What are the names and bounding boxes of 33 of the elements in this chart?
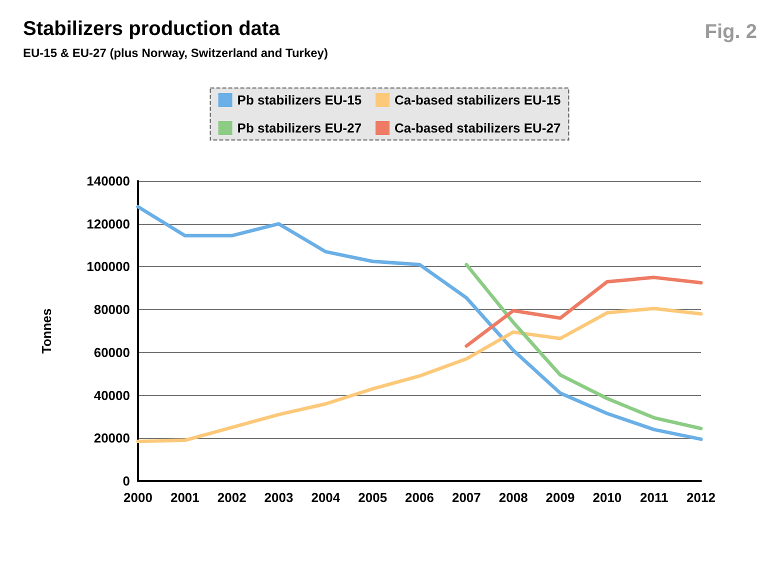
x-tick-label: 2002	[217, 490, 246, 505]
x-tick-label: 2007	[452, 490, 481, 505]
legend-label: Pb stabilizers EU-15	[237, 92, 362, 108]
y-tick-label: 60000	[94, 344, 130, 360]
legend-label: Pb stabilizers EU-27	[237, 120, 362, 136]
x-tick-label: 2010	[592, 490, 622, 505]
legend-label: Ca-based stabilizers EU-27	[394, 120, 561, 136]
y-axis-title: Tonnes	[39, 308, 54, 354]
y-tick-label: 80000	[94, 302, 130, 318]
x-tick-label: 2000	[124, 490, 152, 505]
y-tick-label: 40000	[94, 388, 130, 403]
line-series	[464, 262, 703, 430]
line-series	[464, 276, 703, 348]
x-tick-label: 2006	[405, 490, 434, 505]
x-tick-label: 2003	[264, 490, 294, 505]
chart-subtitle: EU-15 & EU-27 (plus Norway, Switzerland and Turkey)	[23, 46, 328, 60]
legend-label: Ca-based stabilizers EU-15	[394, 92, 561, 108]
x-tick-label: 2012	[686, 490, 716, 505]
y-tick-label: 0	[122, 474, 130, 488]
chart-title: Stabilizers production data	[23, 18, 281, 40]
x-tick-label: 2008	[498, 490, 528, 505]
line-series	[136, 306, 703, 444]
y-tick-label: 20000	[94, 430, 130, 446]
x-tick-label: 2009	[546, 490, 575, 505]
y-tick-label: 140000	[86, 174, 130, 188]
y-tick-label: 120000	[86, 216, 130, 232]
y-tick-label: 100000	[86, 259, 130, 274]
caption: Fig. 2	[704, 21, 758, 43]
line-series	[136, 204, 703, 441]
x-tick-label: 2005	[358, 490, 388, 505]
x-tick-label: 2001	[170, 490, 200, 505]
x-tick-label: 2004	[311, 490, 341, 505]
x-tick-label: 2011	[640, 490, 668, 505]
